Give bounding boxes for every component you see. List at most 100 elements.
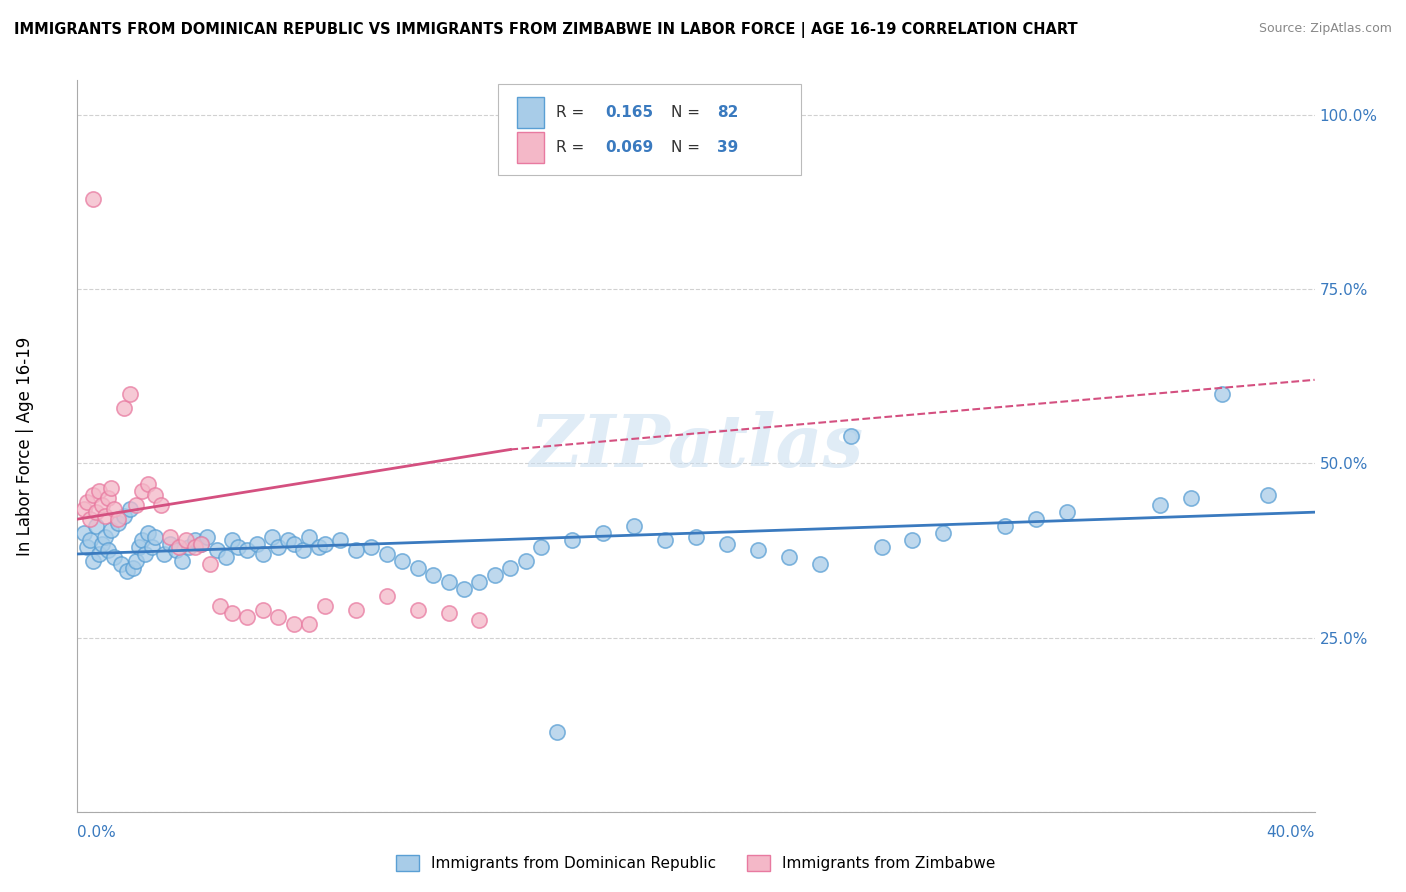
- Legend: Immigrants from Dominican Republic, Immigrants from Zimbabwe: Immigrants from Dominican Republic, Immi…: [391, 849, 1001, 877]
- Point: [84, 519, 107, 533]
- Point: [685, 530, 707, 544]
- Point: [252, 547, 274, 561]
- Point: [215, 550, 238, 565]
- Point: [221, 606, 243, 620]
- Point: [1149, 498, 1171, 512]
- Text: N =: N =: [671, 140, 704, 155]
- Text: IMMIGRANTS FROM DOMINICAN REPUBLIC VS IMMIGRANTS FROM ZIMBABWE IN LABOR FORCE | : IMMIGRANTS FROM DOMINICAN REPUBLIC VS IM…: [14, 22, 1077, 38]
- Point: [79, 512, 101, 526]
- Text: 82: 82: [717, 105, 738, 120]
- Point: [468, 574, 491, 589]
- Point: [138, 477, 160, 491]
- Point: [87, 484, 110, 499]
- Point: [1025, 512, 1047, 526]
- Text: R =: R =: [557, 140, 589, 155]
- Point: [808, 558, 831, 572]
- FancyBboxPatch shape: [516, 132, 544, 163]
- Point: [221, 533, 243, 547]
- Point: [283, 536, 305, 550]
- Point: [839, 428, 862, 442]
- Point: [100, 481, 122, 495]
- Point: [267, 609, 290, 624]
- Point: [103, 550, 125, 565]
- Point: [138, 526, 160, 541]
- Point: [174, 533, 197, 547]
- Point: [91, 536, 114, 550]
- FancyBboxPatch shape: [516, 97, 544, 128]
- Text: 39: 39: [717, 140, 738, 155]
- Point: [437, 574, 460, 589]
- Point: [159, 536, 181, 550]
- Point: [112, 401, 135, 415]
- Point: [94, 508, 117, 523]
- Point: [72, 526, 94, 541]
- Point: [100, 523, 122, 537]
- Point: [406, 603, 429, 617]
- Point: [391, 554, 413, 568]
- Point: [125, 498, 148, 512]
- Point: [141, 540, 163, 554]
- Text: Source: ZipAtlas.com: Source: ZipAtlas.com: [1258, 22, 1392, 36]
- Point: [190, 536, 212, 550]
- Point: [262, 530, 284, 544]
- Point: [308, 540, 330, 554]
- Point: [184, 540, 207, 554]
- Point: [190, 536, 212, 550]
- Point: [252, 603, 274, 617]
- Point: [82, 192, 104, 206]
- Point: [468, 613, 491, 627]
- Point: [236, 543, 259, 558]
- Point: [592, 526, 614, 541]
- Point: [131, 533, 153, 547]
- Point: [292, 543, 315, 558]
- Point: [267, 540, 290, 554]
- Point: [901, 533, 924, 547]
- Point: [778, 550, 800, 565]
- FancyBboxPatch shape: [498, 84, 801, 176]
- Point: [499, 561, 522, 575]
- Point: [184, 533, 207, 547]
- Point: [453, 582, 475, 596]
- Text: R =: R =: [557, 105, 589, 120]
- Point: [87, 547, 110, 561]
- Point: [375, 547, 398, 561]
- Point: [298, 530, 321, 544]
- Point: [870, 540, 893, 554]
- Point: [314, 536, 336, 550]
- Point: [97, 543, 120, 558]
- Point: [1211, 386, 1233, 401]
- Point: [623, 519, 645, 533]
- Text: 0.165: 0.165: [606, 105, 654, 120]
- Point: [149, 498, 172, 512]
- Point: [91, 498, 114, 512]
- Point: [107, 512, 129, 526]
- Point: [76, 494, 98, 508]
- Point: [122, 561, 145, 575]
- Point: [484, 567, 506, 582]
- Point: [406, 561, 429, 575]
- Point: [205, 543, 228, 558]
- Point: [298, 616, 321, 631]
- Point: [195, 530, 218, 544]
- Point: [118, 386, 141, 401]
- Point: [277, 533, 299, 547]
- Point: [134, 547, 156, 561]
- Point: [208, 599, 231, 614]
- Point: [344, 543, 367, 558]
- Point: [177, 540, 200, 554]
- Point: [246, 536, 269, 550]
- Point: [546, 724, 568, 739]
- Point: [1056, 505, 1078, 519]
- Text: ZIPatlas: ZIPatlas: [529, 410, 863, 482]
- Point: [115, 565, 138, 579]
- Point: [125, 554, 148, 568]
- Point: [716, 536, 738, 550]
- Point: [283, 616, 305, 631]
- Point: [76, 540, 98, 554]
- Point: [72, 501, 94, 516]
- Point: [422, 567, 444, 582]
- Point: [314, 599, 336, 614]
- Point: [84, 505, 107, 519]
- Point: [82, 554, 104, 568]
- Point: [344, 603, 367, 617]
